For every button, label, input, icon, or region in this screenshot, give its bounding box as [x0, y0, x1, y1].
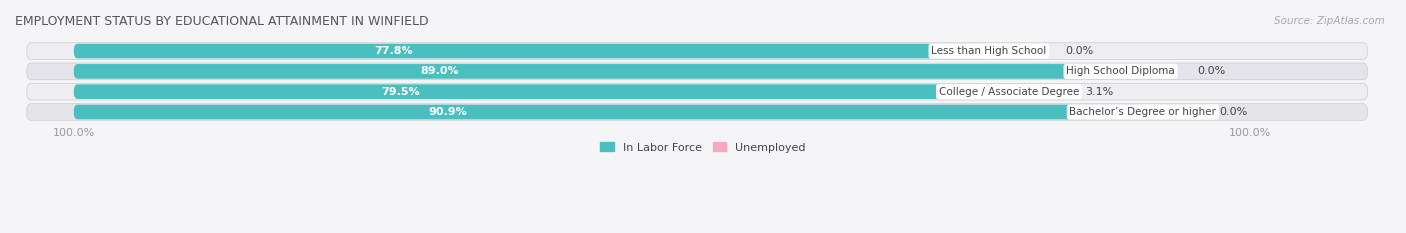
- Text: 79.5%: 79.5%: [382, 87, 420, 97]
- FancyBboxPatch shape: [73, 84, 1008, 99]
- Text: Source: ZipAtlas.com: Source: ZipAtlas.com: [1274, 16, 1385, 26]
- FancyBboxPatch shape: [27, 63, 1368, 80]
- Text: 0.0%: 0.0%: [1197, 66, 1225, 76]
- Text: College / Associate Degree: College / Associate Degree: [939, 87, 1078, 97]
- Text: 0.0%: 0.0%: [1066, 46, 1094, 56]
- FancyBboxPatch shape: [1121, 64, 1174, 79]
- Text: 0.0%: 0.0%: [1219, 107, 1247, 117]
- FancyBboxPatch shape: [73, 105, 1143, 119]
- FancyBboxPatch shape: [1143, 105, 1195, 119]
- FancyBboxPatch shape: [27, 83, 1368, 100]
- FancyBboxPatch shape: [27, 104, 1368, 120]
- Text: Bachelor’s Degree or higher: Bachelor’s Degree or higher: [1070, 107, 1216, 117]
- Text: High School Diploma: High School Diploma: [1066, 66, 1175, 76]
- Text: 89.0%: 89.0%: [420, 66, 460, 76]
- Text: EMPLOYMENT STATUS BY EDUCATIONAL ATTAINMENT IN WINFIELD: EMPLOYMENT STATUS BY EDUCATIONAL ATTAINM…: [15, 15, 429, 28]
- FancyBboxPatch shape: [1008, 84, 1062, 99]
- Text: 3.1%: 3.1%: [1085, 87, 1114, 97]
- FancyBboxPatch shape: [988, 44, 1042, 58]
- FancyBboxPatch shape: [73, 64, 1121, 79]
- FancyBboxPatch shape: [73, 44, 988, 58]
- FancyBboxPatch shape: [27, 43, 1368, 59]
- Text: 77.8%: 77.8%: [375, 46, 413, 56]
- Text: 90.9%: 90.9%: [429, 107, 467, 117]
- Text: Less than High School: Less than High School: [931, 46, 1046, 56]
- Legend: In Labor Force, Unemployed: In Labor Force, Unemployed: [596, 138, 810, 157]
